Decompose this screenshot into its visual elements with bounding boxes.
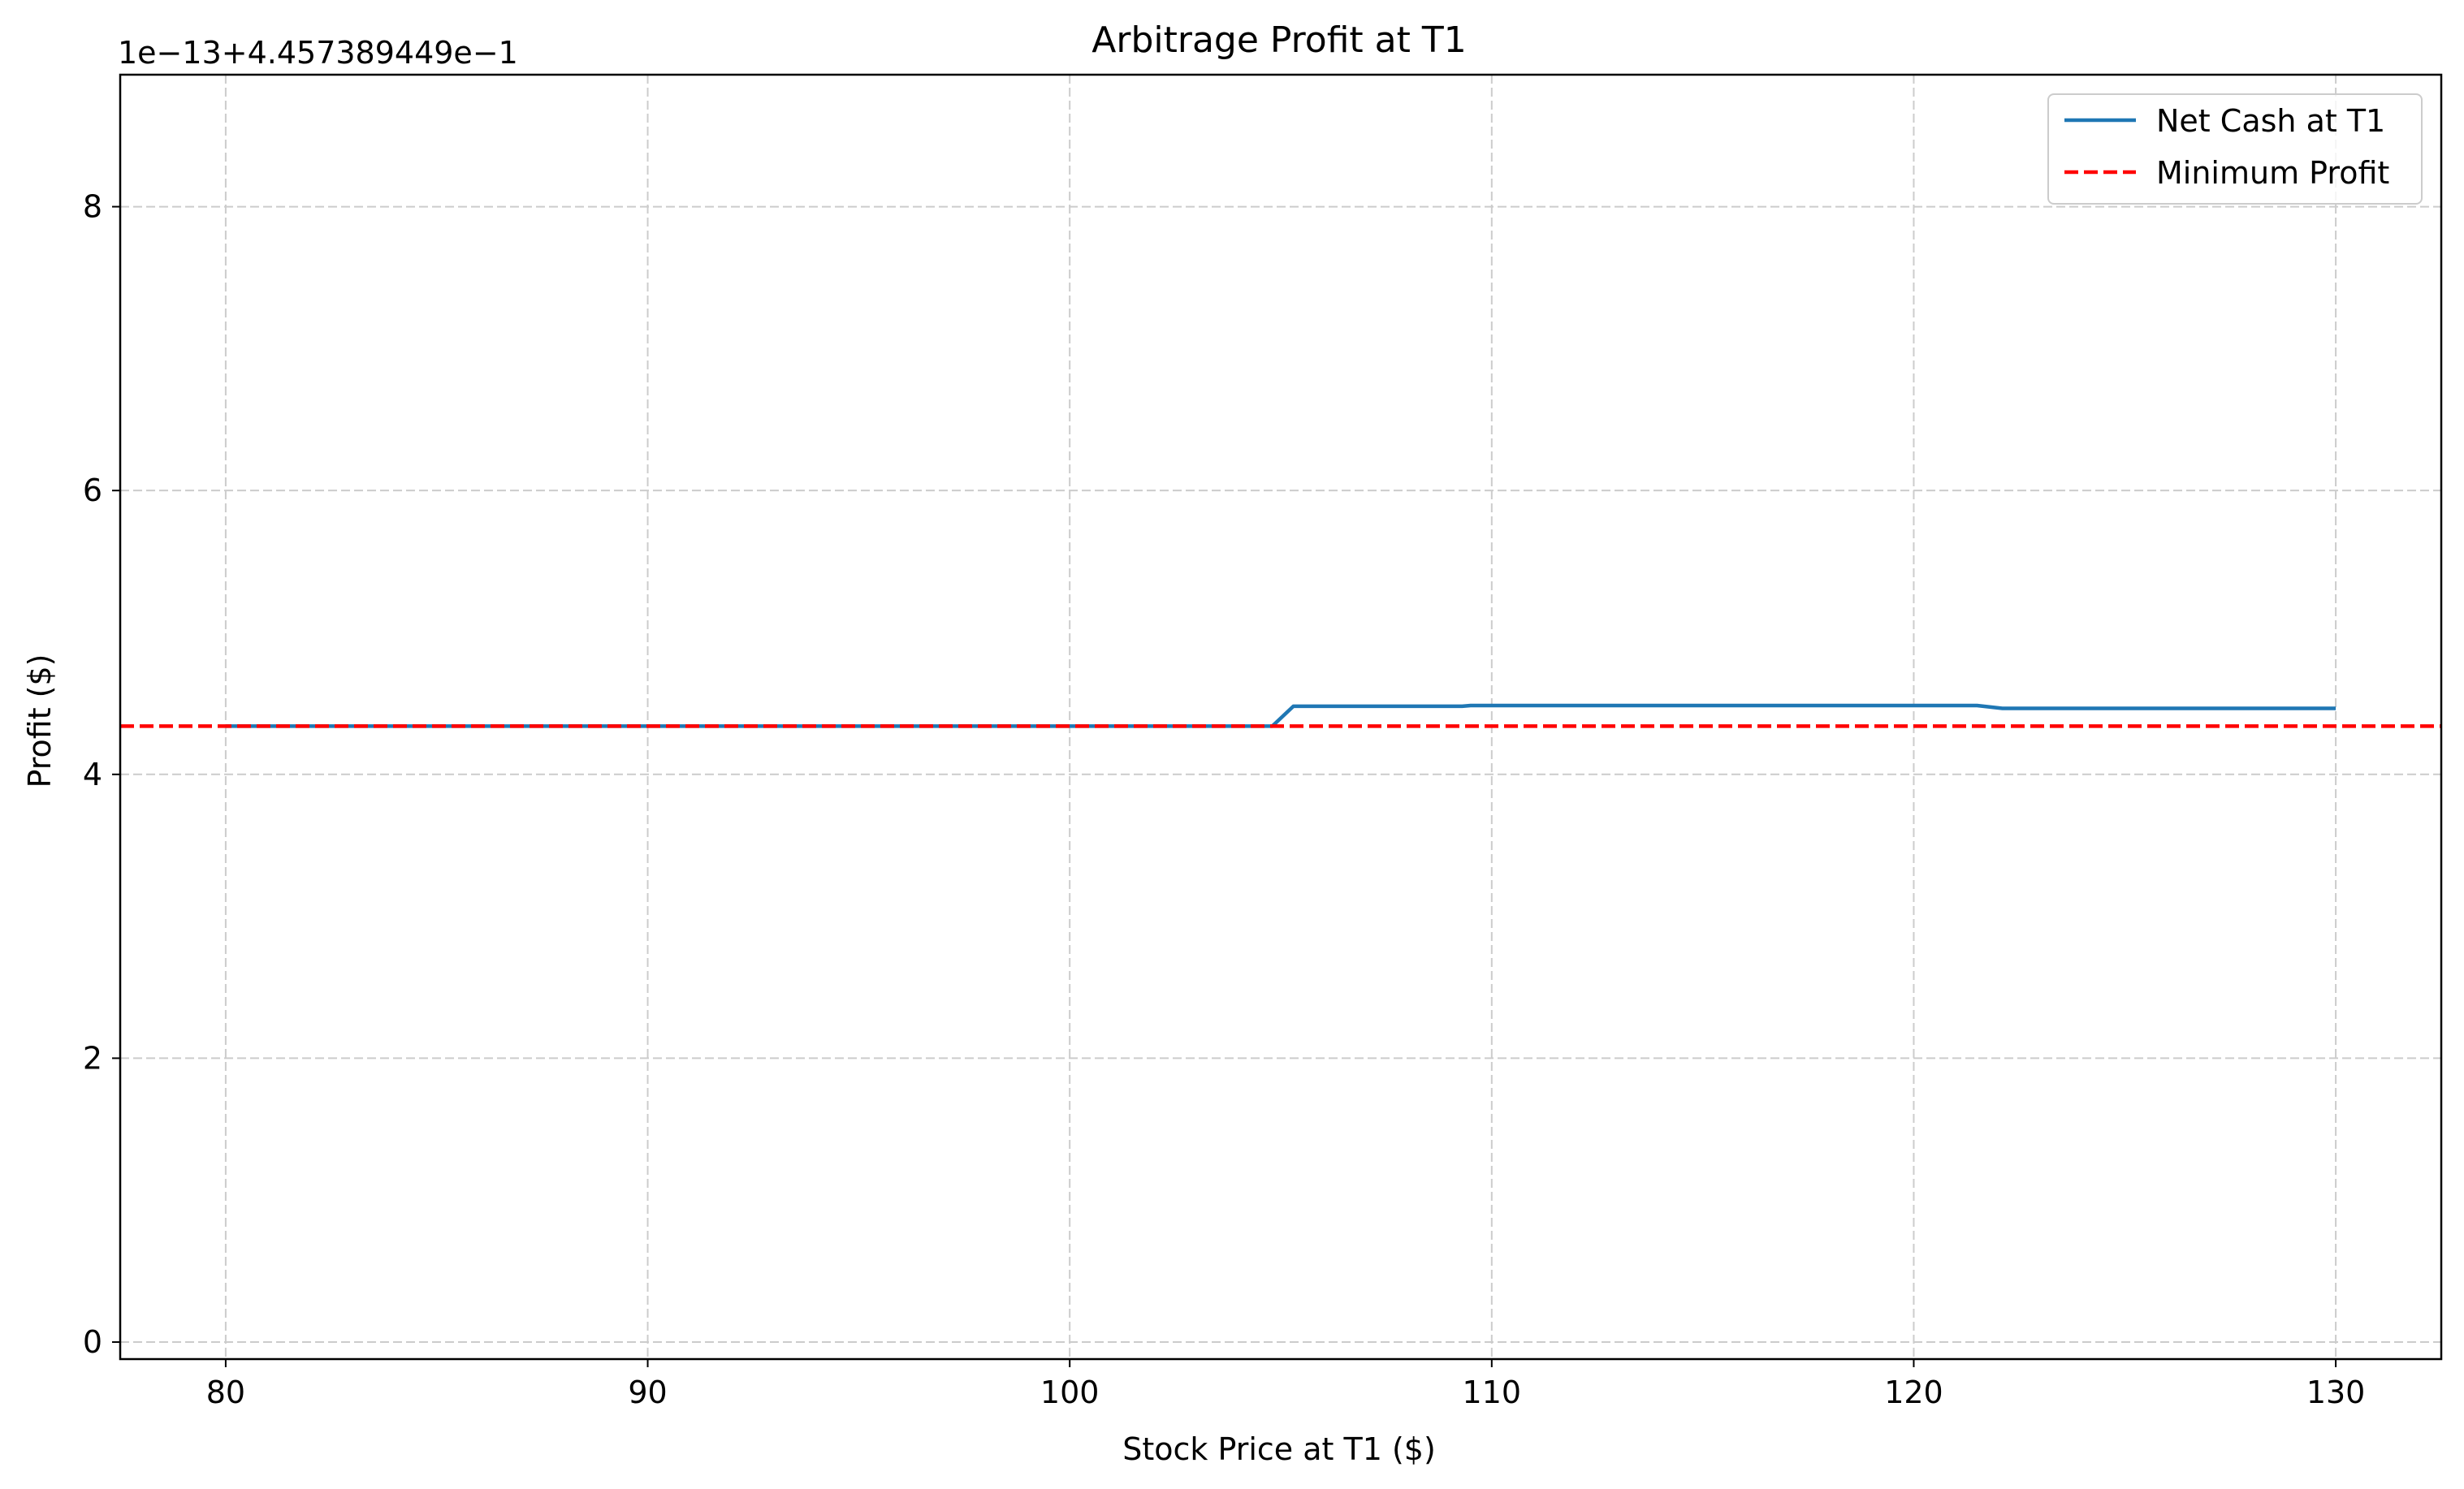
x-axis-label: Stock Price at T1 ($) — [1122, 1431, 1436, 1467]
x-tick-label: 110 — [1463, 1375, 1522, 1410]
y-tick-label: 6 — [83, 473, 102, 508]
legend-label-minimum-profit: Minimum Profit — [2156, 155, 2389, 191]
y-axis-label: Profit ($) — [22, 654, 58, 788]
chart-title: Arbitrage Profit at T1 — [1092, 19, 1466, 61]
legend: Net Cash at T1 Minimum Profit — [2047, 93, 2423, 205]
plot-series — [120, 703, 2441, 728]
series-line-net-cash — [225, 703, 2336, 728]
y-offset-label: 1e−13+4.457389449e−1 — [118, 35, 518, 71]
plot-frame — [119, 73, 2443, 1361]
legend-box — [2047, 93, 2423, 205]
x-tick-label: 80 — [206, 1375, 245, 1410]
axis-ticks: 80 90 100 110 120 130 0 2 4 6 8 — [83, 189, 2366, 1410]
x-tick-label: 120 — [1884, 1375, 1943, 1410]
y-tick-label: 8 — [83, 189, 102, 225]
grid — [120, 75, 2441, 1359]
y-tick-label: 4 — [83, 757, 102, 792]
x-tick-label: 100 — [1040, 1375, 1100, 1410]
x-tick-label: 90 — [628, 1375, 667, 1410]
legend-label-net-cash: Net Cash at T1 — [2156, 103, 2385, 139]
y-tick-label: 0 — [83, 1324, 102, 1360]
y-tick-label: 2 — [83, 1040, 102, 1076]
x-tick-label: 130 — [2306, 1375, 2366, 1410]
